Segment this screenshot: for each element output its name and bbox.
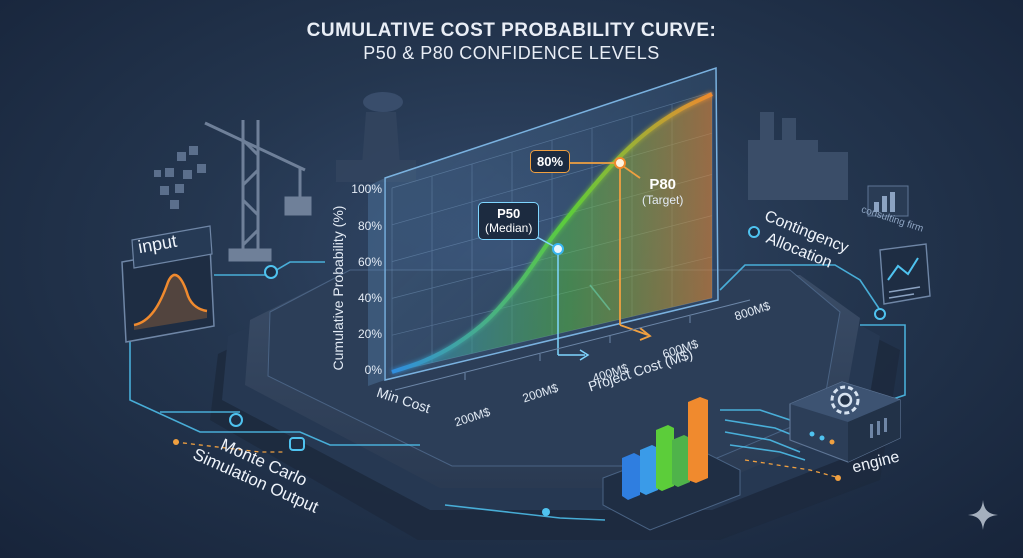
- x-axis-line: [394, 299, 751, 391]
- grid-h: [391, 91, 713, 189]
- cdf-series-line: [391, 92, 713, 374]
- connector-dashed: [174, 441, 841, 479]
- panel-depth: [368, 178, 385, 386]
- factory-left: [336, 92, 416, 182]
- y-tick-label: 0%: [364, 363, 382, 377]
- p50-marker: [552, 243, 564, 255]
- y-tick-label: 60%: [357, 255, 382, 269]
- chart-title: CUMULATIVE COST PROBABILITY CURVE:: [306, 20, 717, 41]
- pixel-cubes: [154, 146, 206, 209]
- p80-label: P80: [649, 176, 677, 193]
- crane-icon: [204, 120, 312, 262]
- input-chart-icon: [121, 225, 215, 343]
- y-tick-label: 20%: [357, 327, 382, 341]
- factory-right: [748, 112, 848, 200]
- y-tick-label: 100%: [351, 182, 382, 196]
- p80-probability-tag: 80%: [530, 150, 571, 173]
- connector-nodes: [173, 226, 886, 516]
- y-axis-label: Cumulative Probability (%): [330, 205, 346, 371]
- y-tick-label: 40%: [357, 291, 382, 305]
- p80-marker: [614, 157, 626, 169]
- x-axis-ticks: [464, 316, 691, 380]
- p50-sublabel: (Median): [485, 221, 533, 235]
- gear-icon: [830, 385, 860, 415]
- mini-bars-icon: [867, 185, 909, 217]
- chart-subtitle: P50 & P80 CONFIDENCE LEVELS: [363, 43, 660, 63]
- p50-callout: P50 (Median): [478, 202, 540, 240]
- p50-label: P50: [497, 206, 521, 221]
- y-tick-label: 80%: [357, 219, 382, 233]
- connector-lines: [129, 261, 906, 521]
- bar-chart-icon: [602, 397, 741, 531]
- p80-callout: P80 (Target): [642, 176, 683, 207]
- sparkle-icon: [968, 500, 998, 530]
- p80-sublabel: (Target): [642, 193, 684, 207]
- curve-area: [392, 94, 712, 372]
- line-chart-icon: [879, 243, 931, 305]
